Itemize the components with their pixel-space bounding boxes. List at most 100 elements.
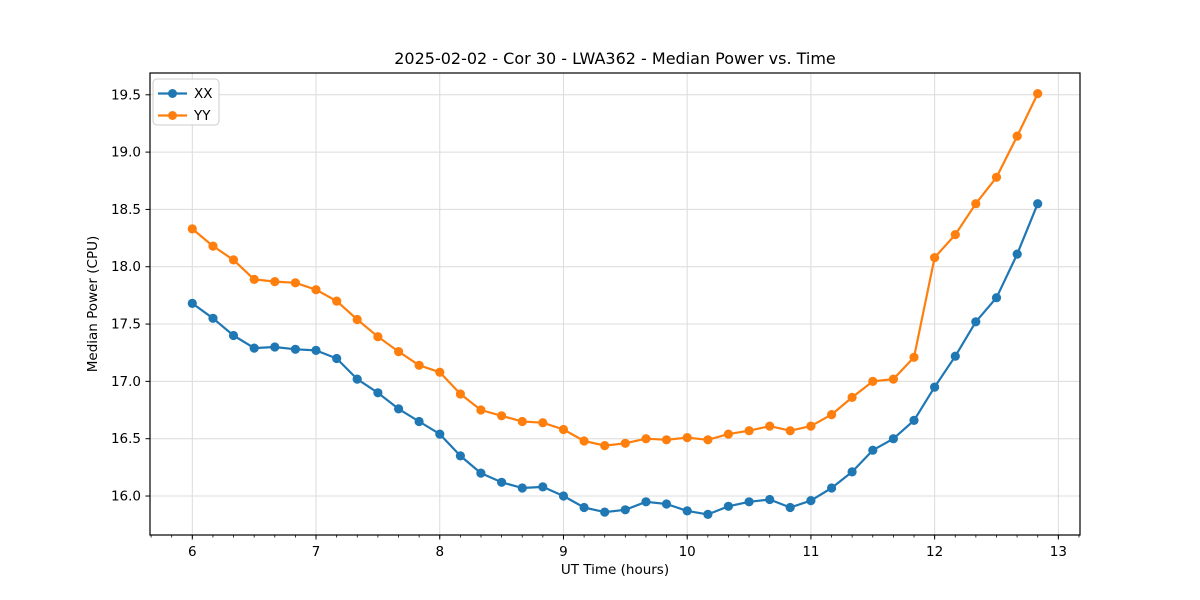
series-xx-point bbox=[661, 499, 672, 509]
series-yy-point bbox=[682, 433, 692, 443]
series-xx-point bbox=[497, 477, 507, 487]
y-tick-label: 16.5 bbox=[111, 431, 141, 447]
series-xx-point bbox=[703, 509, 713, 519]
y-tick-label: 18.0 bbox=[111, 259, 141, 275]
series-yy-point bbox=[827, 410, 837, 420]
series-xx-point bbox=[249, 343, 259, 353]
series-xx-point bbox=[806, 496, 816, 506]
series-yy-point bbox=[620, 438, 630, 448]
series-xx-point bbox=[332, 353, 342, 364]
series-xx-point bbox=[373, 388, 383, 398]
series-xx-point bbox=[394, 404, 404, 414]
series-yy-point bbox=[435, 367, 445, 377]
series-xx-point bbox=[930, 382, 940, 392]
series-yy-point bbox=[703, 435, 713, 445]
series-yy-point bbox=[414, 360, 424, 370]
series-xx-point bbox=[785, 502, 795, 513]
series-xx-point bbox=[476, 468, 486, 478]
series-xx-point bbox=[1012, 249, 1022, 259]
x-axis-label: UT Time (hours) bbox=[561, 562, 669, 578]
chart-title: 2025-02-02 - Cor 30 - LWA362 - Median Po… bbox=[394, 49, 836, 68]
series-yy-point bbox=[187, 224, 197, 234]
x-tick-label: 7 bbox=[312, 544, 321, 560]
series-xx-point bbox=[208, 313, 218, 323]
y-tick-label: 17.0 bbox=[111, 374, 141, 390]
series-yy-point bbox=[930, 253, 940, 263]
series-yy-point bbox=[785, 426, 795, 436]
x-tick-label: 9 bbox=[559, 544, 568, 560]
series-xx-point bbox=[290, 344, 300, 354]
legend: XX YY bbox=[152, 78, 220, 126]
series-yy-point bbox=[661, 435, 672, 445]
series-xx-point bbox=[414, 416, 424, 427]
series-xx-point bbox=[1033, 199, 1043, 209]
series-yy-point bbox=[394, 347, 404, 357]
x-tick-label: 8 bbox=[435, 544, 444, 560]
series-xx-point bbox=[270, 342, 280, 352]
series-yy-point bbox=[517, 416, 527, 427]
series-yy-point bbox=[249, 274, 259, 284]
series-yy-point bbox=[888, 374, 899, 384]
y-axis-label: Median Power (CPU) bbox=[85, 236, 101, 372]
series-xx-point bbox=[682, 506, 692, 516]
series-xx-point bbox=[517, 483, 527, 493]
plot-area bbox=[149, 72, 1081, 536]
legend-item-xx: XX bbox=[158, 86, 213, 102]
series-xx-point bbox=[187, 298, 197, 308]
series-yy-point bbox=[991, 172, 1002, 182]
series-xx-point bbox=[311, 345, 321, 355]
series-xx-point bbox=[909, 415, 919, 425]
series-xx-point bbox=[744, 497, 754, 507]
series-yy-point bbox=[600, 441, 610, 451]
series-yy-point bbox=[208, 241, 218, 251]
series-yy-point bbox=[1033, 89, 1043, 99]
series-yy-point bbox=[806, 421, 816, 431]
series-xx-point bbox=[868, 445, 878, 455]
series-yy-point bbox=[641, 434, 651, 444]
series-yy-point bbox=[270, 277, 280, 287]
legend-item-yy: YY bbox=[158, 108, 211, 124]
series-yy-line bbox=[191, 93, 1039, 447]
series-xx-point bbox=[971, 317, 981, 327]
legend-marker-yy-icon bbox=[168, 111, 177, 120]
series-yy-point bbox=[311, 285, 321, 295]
series-xx-point bbox=[620, 505, 630, 515]
series-xx-point bbox=[827, 483, 837, 493]
series-yy-point bbox=[538, 418, 548, 428]
series-yy-point bbox=[332, 296, 342, 306]
x-tick-label: 11 bbox=[802, 544, 819, 560]
series-yy-point bbox=[228, 255, 239, 265]
axis-layer: 6 7 8 9 10 11 12 13 16.0 16.5 17.0 17.5 18.0 18.5 19.0… bbox=[111, 87, 1080, 560]
series-xx-point bbox=[765, 494, 775, 505]
series-yy-point bbox=[1012, 131, 1022, 141]
series-layer bbox=[187, 89, 1043, 519]
series-xx-point bbox=[558, 491, 569, 501]
series-xx-point bbox=[435, 429, 445, 439]
x-tick-label: 10 bbox=[679, 544, 696, 560]
series-yy-point bbox=[744, 426, 754, 436]
series-xx-point bbox=[847, 467, 857, 477]
y-tick-label: 18.5 bbox=[111, 202, 141, 218]
series-xx-point bbox=[228, 330, 239, 341]
y-tick-label: 19.0 bbox=[111, 145, 141, 161]
series-yy-point bbox=[455, 389, 465, 399]
series-yy-point bbox=[723, 429, 734, 439]
series-yy-point bbox=[909, 352, 919, 362]
x-tick-label: 12 bbox=[926, 544, 943, 560]
series-yy-point bbox=[558, 424, 569, 435]
series-yy-point bbox=[971, 199, 981, 209]
legend-label-yy: YY bbox=[193, 108, 211, 124]
series-xx-point bbox=[538, 482, 548, 492]
series-xx-point bbox=[600, 507, 610, 517]
grid-layer bbox=[150, 73, 1080, 535]
series-yy-point bbox=[290, 278, 300, 288]
x-tick-label: 13 bbox=[1050, 544, 1067, 560]
series-xx-point bbox=[950, 351, 960, 361]
series-xx-point bbox=[455, 451, 465, 461]
series-yy-point bbox=[579, 436, 589, 446]
series-xx-point bbox=[352, 374, 362, 384]
series-yy-point bbox=[497, 411, 507, 421]
series-yy-point bbox=[847, 392, 857, 402]
